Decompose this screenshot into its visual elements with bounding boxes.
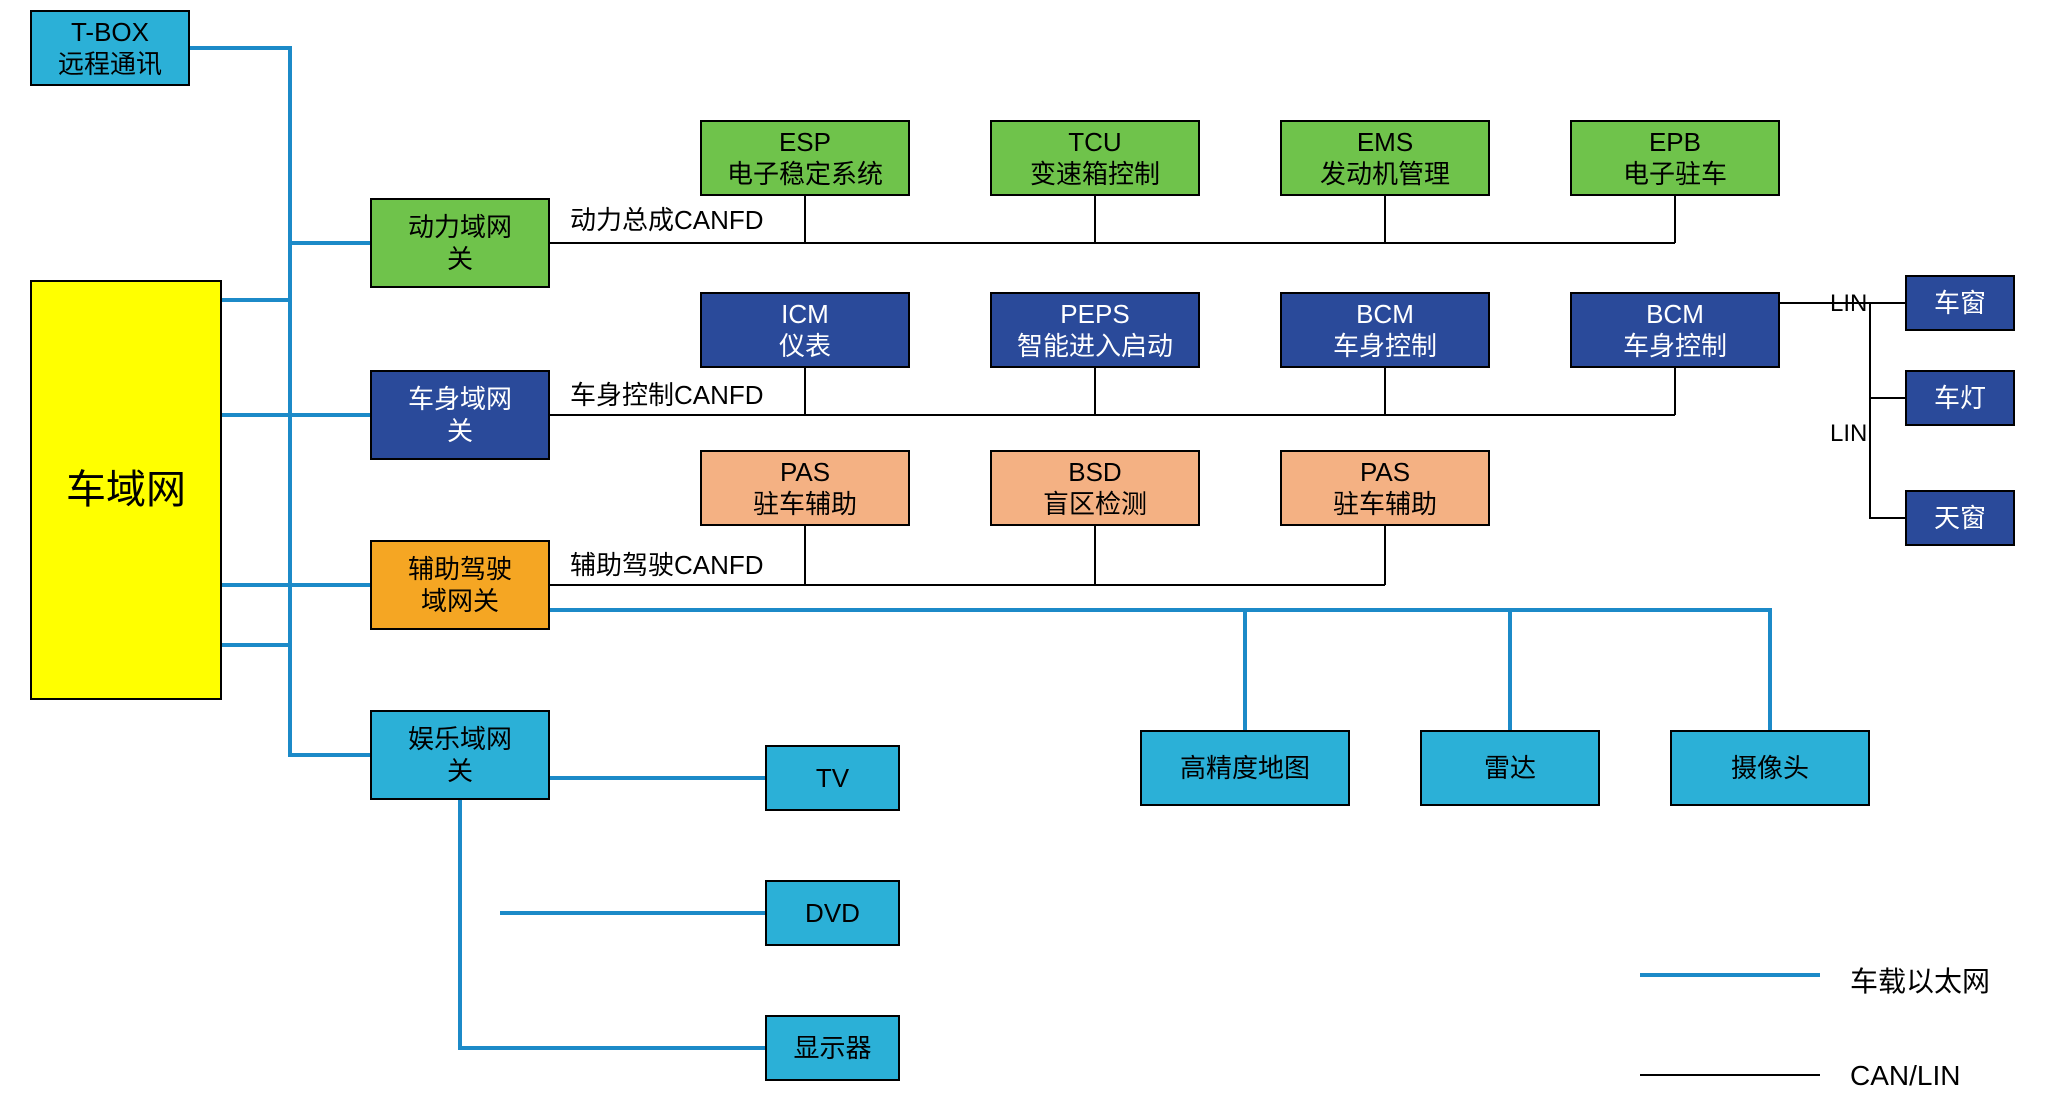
node-label: 车灯 (1934, 382, 1986, 415)
node-label: 动力域网 关 (408, 211, 512, 276)
node-label: T-BOX 远程通讯 (58, 16, 162, 81)
label-lbl-pwr: 动力总成CANFD (570, 200, 764, 237)
node-label: PAS 驻车辅助 (753, 456, 857, 521)
node-label: 显示器 (793, 1032, 871, 1065)
node-bsd: BSD 盲区检测 (990, 450, 1200, 526)
node-icm: ICM 仪表 (700, 292, 910, 368)
node-label: 天窗 (1934, 502, 1986, 535)
node-label: PEPS 智能进入启动 (1017, 298, 1173, 363)
label-lbl-lin1: LIN (1830, 290, 1867, 318)
node-dvd: DVD (765, 880, 900, 946)
label-legend-eth: 车载以太网 (1850, 960, 1990, 1000)
node-cam: 摄像头 (1670, 730, 1870, 806)
node-gw: 车域网 (30, 280, 222, 700)
node-label: BCM 车身控制 (1333, 298, 1437, 363)
node-lamp: 车灯 (1905, 370, 2015, 426)
node-label: 摄像头 (1731, 752, 1809, 785)
node-bodygw: 车身域网 关 (370, 370, 550, 460)
node-disp: 显示器 (765, 1015, 900, 1081)
node-label: 高精度地图 (1180, 752, 1310, 785)
node-label: ESP 电子稳定系统 (727, 126, 883, 191)
node-label: ICM 仪表 (779, 298, 831, 363)
node-label: BSD 盲区检测 (1043, 456, 1147, 521)
node-label: DVD (805, 897, 860, 930)
node-label: TCU 变速箱控制 (1030, 126, 1160, 191)
node-label: 雷达 (1484, 752, 1536, 785)
label-lbl-adas: 辅助驾驶CANFD (570, 545, 764, 582)
edge-can (1870, 303, 1905, 518)
node-esp: ESP 电子稳定系统 (700, 120, 910, 196)
node-epb: EPB 电子驻车 (1570, 120, 1780, 196)
node-label: 辅助驾驶 域网关 (408, 553, 512, 618)
node-bcm1: BCM 车身控制 (1280, 292, 1490, 368)
node-peps: PEPS 智能进入启动 (990, 292, 1200, 368)
node-roof: 天窗 (1905, 490, 2015, 546)
node-tv: TV (765, 745, 900, 811)
node-label: 车身域网 关 (408, 383, 512, 448)
node-label: 娱乐域网 关 (408, 723, 512, 788)
node-tcu: TCU 变速箱控制 (990, 120, 1200, 196)
node-map: 高精度地图 (1140, 730, 1350, 806)
node-radar: 雷达 (1420, 730, 1600, 806)
node-label: 车窗 (1934, 287, 1986, 320)
node-adasgw: 辅助驾驶 域网关 (370, 540, 550, 630)
node-entgw: 娱乐域网 关 (370, 710, 550, 800)
label-lbl-lin2: LIN (1830, 420, 1867, 448)
label-legend-can: CAN/LIN (1850, 1060, 1960, 1092)
node-label: 车域网 (66, 465, 186, 515)
node-bcm2: BCM 车身控制 (1570, 292, 1780, 368)
edge-ethernet (550, 610, 1770, 730)
node-tbox: T-BOX 远程通讯 (30, 10, 190, 86)
node-label: EPB 电子驻车 (1623, 126, 1727, 191)
node-win: 车窗 (1905, 275, 2015, 331)
node-ems: EMS 发动机管理 (1280, 120, 1490, 196)
node-label: PAS 驻车辅助 (1333, 456, 1437, 521)
node-label: TV (816, 762, 849, 795)
label-lbl-body: 车身控制CANFD (570, 375, 764, 412)
node-pas2: PAS 驻车辅助 (1280, 450, 1490, 526)
node-label: EMS 发动机管理 (1320, 126, 1450, 191)
diagram-canvas: T-BOX 远程通讯车域网 动力域网 关车身域网 关辅助驾驶 域网关娱乐域网 关 E… (0, 0, 2048, 1116)
node-pwrgw: 动力域网 关 (370, 198, 550, 288)
node-pas1: PAS 驻车辅助 (700, 450, 910, 526)
node-label: BCM 车身控制 (1623, 298, 1727, 363)
edge-ethernet (460, 800, 765, 1048)
